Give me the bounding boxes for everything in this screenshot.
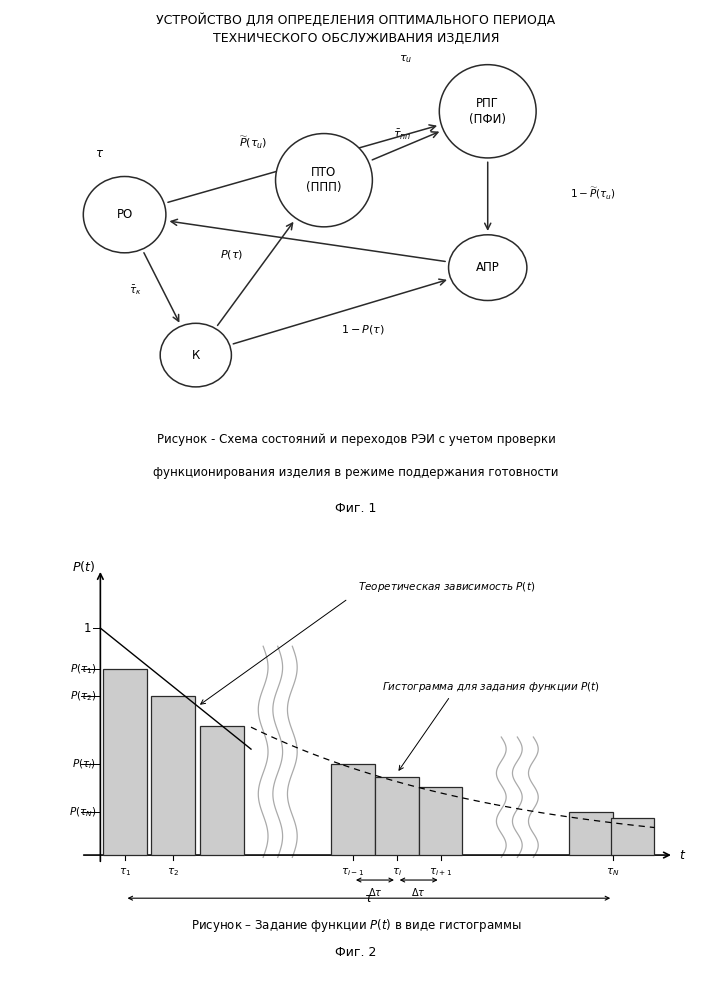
Bar — [152, 696, 195, 855]
Text: К: К — [192, 349, 200, 362]
Text: Теоретическая зависимость $P(t)$: Теоретическая зависимость $P(t)$ — [358, 580, 535, 594]
Text: $\bar{\tau}_\kappa$: $\bar{\tau}_\kappa$ — [129, 283, 142, 297]
Text: $P(\tau_2)$: $P(\tau_2)$ — [70, 689, 96, 703]
Text: ТЕХНИЧЕСКОГО ОБСЛУЖИВАНИЯ ИЗДЕЛИЯ: ТЕХНИЧЕСКОГО ОБСЛУЖИВАНИЯ ИЗДЕЛИЯ — [213, 32, 499, 45]
Text: УСТРОЙСТВО ДЛЯ ОПРЕДЕЛЕНИЯ ОПТИМАЛЬНОГО ПЕРИОДА: УСТРОЙСТВО ДЛЯ ОПРЕДЕЛЕНИЯ ОПТИМАЛЬНОГО … — [157, 13, 555, 27]
Text: $P(\tau_1)$: $P(\tau_1)$ — [70, 662, 96, 676]
Text: $1-\widetilde{P}(\tau_u)$: $1-\widetilde{P}(\tau_u)$ — [570, 185, 615, 202]
Text: $\bar{\tau}_{пп}$: $\bar{\tau}_{пп}$ — [393, 128, 412, 142]
Text: Гистограмма для задания функции $P(t)$: Гистограмма для задания функции $P(t)$ — [382, 680, 600, 694]
Text: $\tau$: $\tau$ — [364, 892, 374, 905]
Text: $1-P(\tau)$: $1-P(\tau)$ — [341, 323, 385, 336]
Text: $\Delta\tau$: $\Delta\tau$ — [412, 886, 426, 898]
Ellipse shape — [160, 323, 231, 387]
Text: $\bar{\tau}_{AB}$: $\bar{\tau}_{AB}$ — [454, 265, 472, 279]
Text: $\tau_{i+1}$: $\tau_{i+1}$ — [429, 866, 452, 878]
Text: $\tau_i$: $\tau_i$ — [392, 866, 402, 878]
Text: $P(\tau_i)$: $P(\tau_i)$ — [73, 757, 96, 771]
Text: $\tau_u$: $\tau_u$ — [399, 53, 412, 65]
Text: $P(\tau)$: $P(\tau)$ — [220, 248, 243, 261]
Bar — [331, 764, 375, 855]
Text: $t$: $t$ — [679, 849, 686, 862]
Text: РО: РО — [117, 208, 132, 221]
Text: ПТО
(ППП): ПТО (ППП) — [306, 166, 342, 194]
Text: 1: 1 — [84, 622, 92, 635]
Text: $\tau_2$: $\tau_2$ — [167, 866, 179, 878]
Bar — [611, 818, 654, 855]
Text: Рисунок - Схема состояний и переходов РЭИ с учетом проверки: Рисунок - Схема состояний и переходов РЭ… — [157, 433, 555, 446]
Text: $\tau_N$: $\tau_N$ — [607, 866, 619, 878]
Ellipse shape — [439, 65, 536, 158]
Text: $\tau_1$: $\tau_1$ — [118, 866, 131, 878]
Text: $P(t)$: $P(t)$ — [72, 559, 95, 574]
Ellipse shape — [83, 176, 166, 253]
Bar — [103, 669, 147, 855]
Ellipse shape — [276, 134, 372, 227]
Text: функционирования изделия в режиме поддержания готовности: функционирования изделия в режиме поддер… — [153, 466, 559, 479]
Text: АПР: АПР — [476, 261, 500, 274]
Ellipse shape — [449, 235, 527, 301]
Bar — [375, 777, 419, 855]
Text: Фиг. 2: Фиг. 2 — [335, 946, 377, 960]
Bar — [570, 812, 613, 855]
Text: $\tau$: $\tau$ — [95, 147, 104, 160]
Text: РПГ
(ПФИ): РПГ (ПФИ) — [469, 97, 506, 126]
Bar — [200, 726, 244, 855]
Text: Фиг. 1: Фиг. 1 — [335, 502, 377, 515]
Text: $\Delta\tau$: $\Delta\tau$ — [367, 886, 382, 898]
Bar — [419, 787, 462, 855]
Text: $P(\tau_N)$: $P(\tau_N)$ — [69, 805, 96, 819]
Text: $\tau_{i-1}$: $\tau_{i-1}$ — [342, 866, 365, 878]
Text: $\widetilde{P}(\tau_u)$: $\widetilde{P}(\tau_u)$ — [239, 135, 267, 151]
Text: Рисунок – Задание функции $P(t)$ в виде гистограммы: Рисунок – Задание функции $P(t)$ в виде … — [191, 916, 521, 934]
